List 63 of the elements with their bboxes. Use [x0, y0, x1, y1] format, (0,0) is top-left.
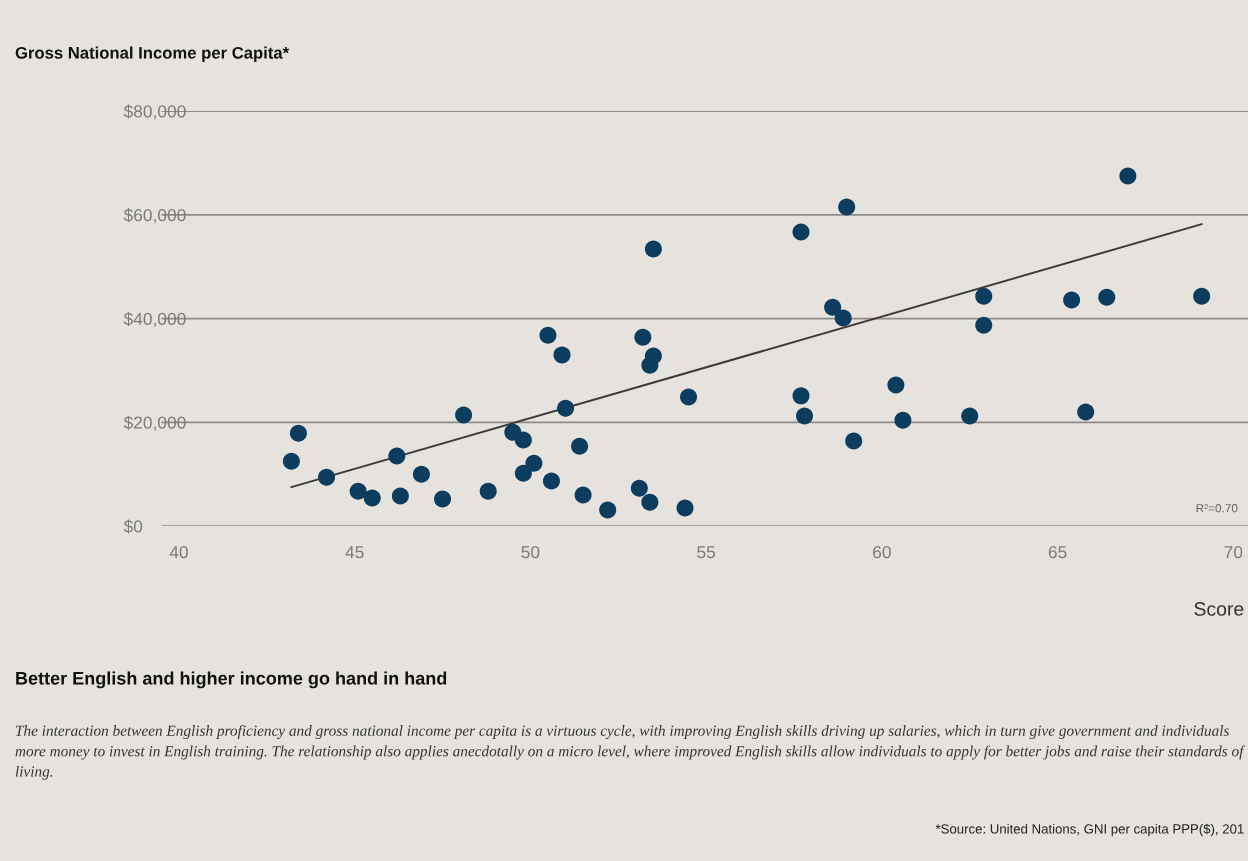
- text: The interaction between English proficiency and gross national income per capita is a virtuous cycle, with improving English skills driving up salaries, which in turn give government and individuals more money to invest in English training. The relationship also applies anecdotally on a micro level, where improved English skills allow individuals to apply for better jobs and raise their standards of living.: [15, 724, 1246, 780]
- y-tick-label: $60,000: [123, 208, 186, 224]
- point: [412, 465, 430, 483]
- y-tick-label: $40,000: [123, 312, 186, 328]
- y-tick-label: $80,000: [123, 104, 186, 120]
- point: [388, 447, 406, 465]
- point: [514, 464, 532, 482]
- chart-title: Gross National Income per Capita*: [15, 46, 290, 63]
- point: [1077, 403, 1095, 421]
- point: [455, 406, 473, 424]
- point: [289, 424, 307, 442]
- annotation: R²=0.70: [1196, 504, 1238, 513]
- point: [574, 486, 592, 504]
- point: [1119, 167, 1137, 185]
- point: [680, 388, 698, 406]
- point: [894, 411, 912, 429]
- point: [1063, 291, 1081, 309]
- point: [539, 326, 557, 344]
- point: [363, 489, 381, 507]
- point: [676, 499, 694, 517]
- point: [887, 376, 905, 394]
- point: [282, 452, 300, 470]
- point: [553, 346, 571, 364]
- x-tick-label: 45: [345, 546, 364, 559]
- x-tick-label: 70: [1224, 545, 1243, 559]
- point: [838, 198, 856, 216]
- point: [1098, 288, 1116, 306]
- point: [434, 490, 452, 508]
- point: [975, 316, 993, 334]
- point: [796, 407, 814, 425]
- point: [1193, 287, 1211, 305]
- point: [641, 493, 659, 511]
- point: [792, 223, 810, 241]
- point: [514, 431, 532, 449]
- point: [479, 482, 497, 500]
- point: [644, 347, 662, 365]
- point: [961, 407, 979, 425]
- point: [834, 309, 852, 327]
- point: [644, 240, 662, 258]
- point: [571, 437, 589, 455]
- point: [792, 387, 810, 405]
- point: [557, 399, 575, 417]
- point: [349, 482, 367, 500]
- point: [542, 472, 560, 490]
- point: [525, 454, 543, 472]
- point: [845, 432, 863, 450]
- y-tick-label: $20,000: [123, 415, 186, 431]
- point: [391, 487, 409, 505]
- point: [634, 328, 652, 346]
- text: Better English and higher income go hand in hand: [16, 671, 447, 689]
- point: [318, 468, 336, 486]
- x-tick-label: 40: [169, 545, 188, 559]
- text: *Source: United Nations, GNI per capita PPP($), 201: [935, 823, 1244, 837]
- x-axis-title: Score: [1194, 602, 1244, 616]
- point: [599, 501, 617, 519]
- point: [630, 479, 648, 497]
- x-tick-label: 65: [1048, 545, 1067, 559]
- x-tick-label: 50: [521, 545, 540, 559]
- x-tick-label: 55: [697, 546, 716, 559]
- point: [975, 287, 993, 305]
- point: [824, 298, 842, 316]
- y-tick-label: $0: [123, 519, 143, 534]
- x-tick-label: 60: [873, 545, 891, 559]
